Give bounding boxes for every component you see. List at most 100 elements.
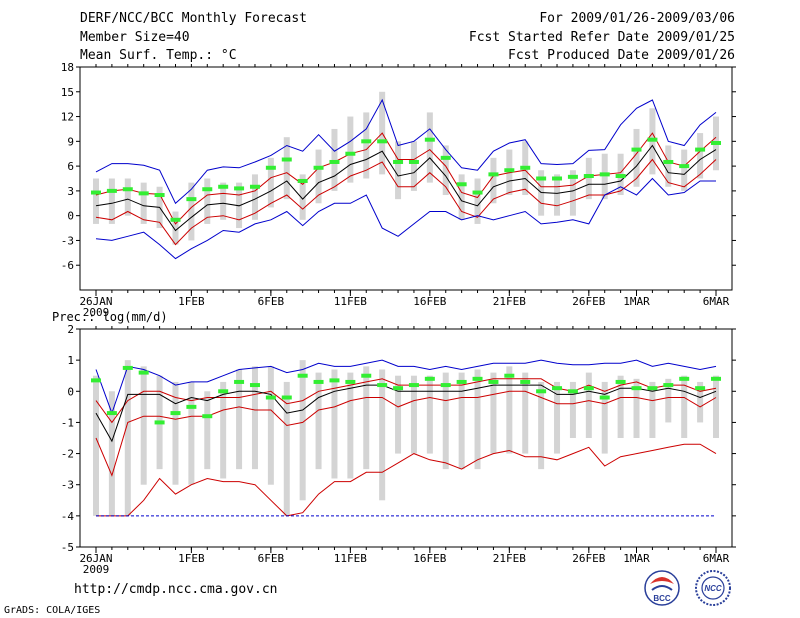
prec-series-max [95,359,717,415]
temp-spread-box [299,174,306,220]
temp-ytick-label: -6 [61,259,74,272]
temp-spread-box [697,133,704,179]
temp-plot-frame [79,66,733,291]
temp-xtick-label: 1MAR [623,295,650,308]
prec-ytick-label: 0 [67,385,74,398]
prec-spread-box [251,366,258,470]
temp-spread-box [442,145,449,196]
temp-spread-box [490,157,497,204]
temp-series-mean [95,144,717,232]
temp-spread-box [124,178,131,216]
prec-spread-box [220,381,227,479]
prec-ytick-label: -4 [61,510,75,523]
temp-ytick-label: 9 [67,135,74,148]
start-date: Fcst Started Refer Date 2009/01/25 [468,30,735,45]
prec-series-mean [95,384,717,443]
prec-spread-box [569,381,576,438]
temp-series-p90 [95,132,717,225]
temp-xtick-label: 16FEB [413,295,446,308]
prec-spread-box [649,381,656,438]
prec-spread-box [633,378,640,438]
prec-ytick-label: 2 [67,323,74,336]
prec-spread-box [283,381,290,516]
prec-spread-box [681,375,688,438]
prec-spread-box [601,381,608,454]
prec-xtick-label: 1MAR [623,552,650,565]
prec-xtick-label: 26FEB [572,552,605,565]
temp-ytick-label: 0 [67,210,74,223]
prec-spread-box [458,372,465,470]
temp-spread-box [204,178,211,224]
temp-xtick-label: 6FEB [258,295,285,308]
temp-spread-box [251,174,258,220]
temp-spread-box [569,170,576,216]
prec-series-min [96,443,717,517]
source-url[interactable]: http://cmdp.ncc.cma.gov.cn [74,582,278,597]
prec-spread-box [474,369,481,470]
temp-spread-box [315,149,322,204]
prec-spread-box [713,375,719,438]
forecast-period: For 2009/01/26-2009/03/06 [539,11,735,26]
prec-spread-box [140,366,147,485]
prec-spread-box [585,372,592,438]
prec-spread-box [124,360,131,516]
temp-spread-box [283,137,290,200]
prec-spread-box [93,375,99,516]
temp-year-label: 2009 [83,306,110,319]
temp-spread-box [554,174,561,216]
produced-date: Fcst Produced Date 2009/01/26 [508,48,735,63]
prec-spread-box [188,381,195,485]
temp-ytick-label: 3 [67,185,74,198]
temp-ytick-label: 15 [61,86,74,99]
prec-xtick-label: 11FEB [334,552,367,565]
temp-spread-box [93,178,99,224]
prec-xtick-label: 21FEB [493,552,526,565]
prec-spread-box [236,369,243,470]
precip-label: Prec.: log(mm/d) [52,310,168,324]
prec-spread-box [363,366,370,470]
prec-spread-box [347,372,354,479]
prec-spread-box [490,372,497,454]
temp-series-max [95,98,717,205]
temp-spread-box [601,153,608,200]
temp-xtick-label: 21FEB [493,295,526,308]
prec-spread-box [665,378,672,423]
prec-year-label: 2009 [83,563,110,576]
temp-xtick-label: 26JAN [79,295,112,308]
prec-spread-box [538,381,545,470]
prec-xtick-label: 6FEB [258,552,285,565]
temp-xtick-label: 6MAR [703,295,730,308]
temp-spread-box [665,145,672,187]
prec-spread-box [172,381,179,485]
prec-spread-box [506,366,513,454]
prec-spread-box [554,381,561,454]
temp-spread-box [681,149,688,191]
prec-ytick-label: -2 [61,448,74,461]
prec-spread-box [410,375,417,454]
grads-credit: GrADS: COLA/IGES [4,605,101,616]
prec-spread-box [426,375,433,454]
prec-spread-box [315,372,322,470]
member-size: Member Size=40 [80,30,190,45]
temp-ytick-label: 18 [61,61,74,74]
temp-ytick-label: 12 [61,111,74,124]
prec-spread-box [617,375,624,438]
prec-xtick-label: 6MAR [703,552,730,565]
temp-spread-box [140,182,147,224]
temp-spread-box [347,116,354,183]
prec-series-p10 [95,390,717,477]
prec-spread-box [267,366,274,485]
prec-ytick-label: -1 [61,416,74,429]
variable-label: Mean Surf. Temp.: °C [80,48,237,63]
chart-title: DERF/NCC/BCC Monthly Forecast [80,11,307,26]
prec-ytick-label: 1 [67,354,74,367]
temp-ytick-label: -3 [61,234,74,247]
prec-xtick-label: 16FEB [413,552,446,565]
temp-xtick-label: 26FEB [572,295,605,308]
temp-spread-box [410,141,417,191]
temp-spread-box [585,157,592,200]
temp-spread-box [331,128,338,191]
prec-spread-box [108,391,115,516]
